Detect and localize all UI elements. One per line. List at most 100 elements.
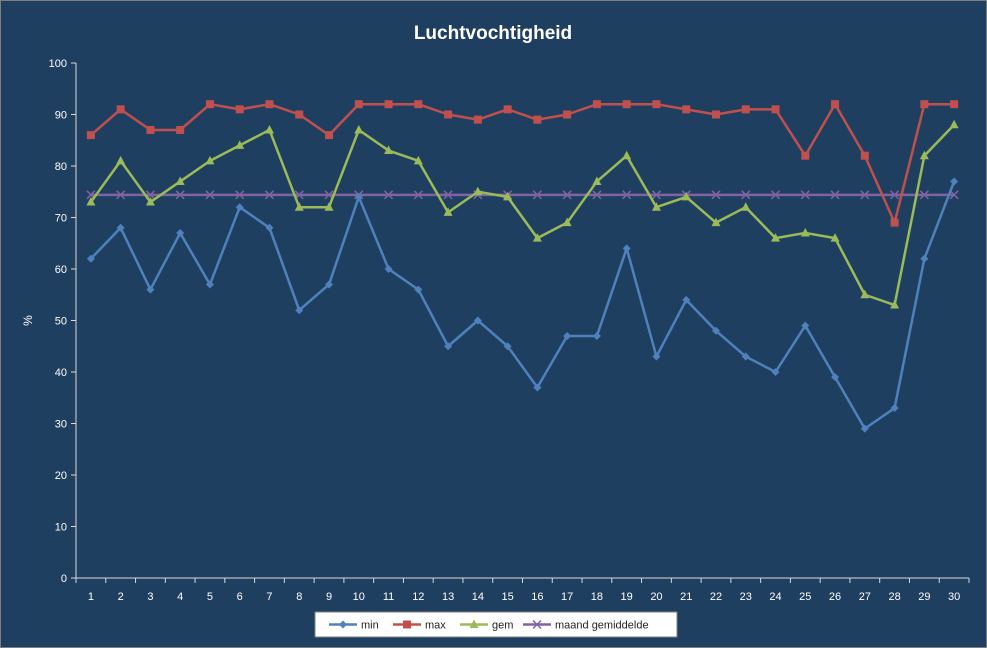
x-tick-label: 7 <box>266 591 272 603</box>
data-point <box>533 383 542 392</box>
data-point <box>741 190 751 200</box>
data-point <box>265 223 274 232</box>
data-point <box>622 150 632 160</box>
data-point <box>384 190 394 200</box>
x-tick-label: 30 <box>948 591 960 603</box>
legend-marker-stroke <box>532 619 542 630</box>
legend-marker <box>403 620 411 629</box>
y-tick-label: 0 <box>61 573 67 585</box>
series-gem <box>86 119 959 309</box>
data-point <box>950 177 959 186</box>
data-point <box>920 254 929 263</box>
legend-marker <box>469 619 479 628</box>
data-point <box>771 105 780 114</box>
data-point <box>949 190 959 200</box>
x-tick-label: 6 <box>237 591 243 603</box>
data-point <box>831 100 840 109</box>
data-point <box>175 176 185 185</box>
data-point <box>264 190 275 200</box>
x-tick-label: 24 <box>769 591 781 603</box>
data-point <box>592 331 601 340</box>
data-point <box>116 223 125 232</box>
data-point <box>563 331 572 340</box>
x-tick-label: 14 <box>472 591 484 603</box>
data-point <box>741 352 750 361</box>
data-point <box>205 280 214 289</box>
data-point-stroke <box>741 190 751 200</box>
data-point-stroke <box>384 190 394 200</box>
data-point <box>414 285 423 294</box>
data-point <box>711 110 720 119</box>
data-point <box>295 110 304 119</box>
data-point <box>682 105 691 114</box>
data-point <box>919 190 929 200</box>
x-tick-label: 10 <box>353 591 365 603</box>
data-point <box>711 326 720 335</box>
data-point <box>563 110 572 119</box>
data-point <box>264 124 274 134</box>
x-tick-label: 15 <box>501 591 513 603</box>
x-tick-label: 2 <box>118 591 124 603</box>
y-tick-label: 50 <box>55 316 67 328</box>
data-point <box>444 342 453 351</box>
data-point <box>86 254 95 263</box>
data-point <box>919 150 929 160</box>
data-point <box>860 424 869 433</box>
data-point <box>413 190 423 200</box>
data-point <box>741 105 750 114</box>
data-point <box>146 285 155 294</box>
x-tick-label: 9 <box>326 591 332 603</box>
y-tick-label: 90 <box>55 110 67 122</box>
data-point-stroke <box>116 190 126 200</box>
series-line <box>89 181 956 430</box>
data-point <box>651 190 661 200</box>
legend-item: max <box>393 620 446 632</box>
data-point <box>503 342 512 351</box>
data-point <box>800 227 810 237</box>
data-point <box>652 352 661 361</box>
data-point <box>533 115 542 124</box>
data-point-stroke <box>413 190 423 200</box>
series-maand-gemiddelde <box>86 190 959 200</box>
data-point <box>354 100 363 109</box>
series-min <box>86 177 959 433</box>
data-point <box>354 124 364 134</box>
data-point-stroke <box>205 190 215 200</box>
data-point-stroke <box>890 190 900 200</box>
data-point <box>384 145 394 155</box>
x-tick-label: 23 <box>740 591 752 603</box>
x-tick-label: 27 <box>859 591 871 603</box>
data-point <box>86 197 96 206</box>
data-point-stroke <box>711 190 721 200</box>
data-point <box>205 155 215 165</box>
data-point <box>176 228 185 237</box>
x-tick-label: 13 <box>442 591 454 603</box>
data-point <box>800 190 810 200</box>
data-point <box>622 100 631 109</box>
x-tick-label: 21 <box>680 591 692 603</box>
x-tick-label: 4 <box>177 591 183 603</box>
data-point <box>86 131 95 140</box>
y-tick-label: 10 <box>55 522 67 534</box>
data-point <box>562 190 572 200</box>
legend-item: gem <box>460 619 513 632</box>
data-point-stroke <box>264 190 275 200</box>
legend-label: max <box>425 620 446 632</box>
data-point <box>592 176 602 185</box>
data-point <box>770 190 781 200</box>
data-point <box>235 190 245 200</box>
x-tick-label: 1 <box>88 591 94 603</box>
x-tick-label: 18 <box>591 591 603 603</box>
data-point <box>175 190 185 200</box>
data-point <box>413 155 423 165</box>
y-tick-label: 100 <box>49 58 67 70</box>
x-tick-label: 28 <box>888 591 900 603</box>
data-point <box>325 280 334 289</box>
data-point <box>681 191 691 201</box>
y-axis-title: % <box>21 315 35 326</box>
data-point <box>831 373 840 382</box>
data-point <box>176 125 185 134</box>
